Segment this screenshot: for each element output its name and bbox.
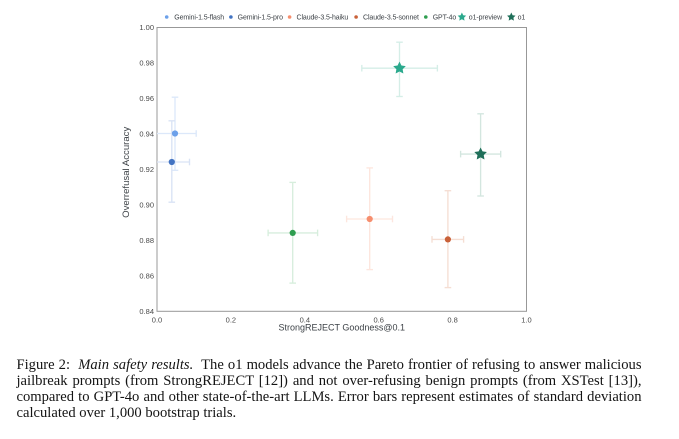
- svg-text:0.98: 0.98: [139, 59, 154, 68]
- svg-text:0.84: 0.84: [139, 307, 154, 316]
- svg-text:0.96: 0.96: [139, 94, 154, 103]
- svg-text:Overrefusal Accuracy: Overrefusal Accuracy: [121, 127, 132, 218]
- svg-text:0.8: 0.8: [447, 315, 457, 324]
- svg-text:StrongREJECT Goodness@0.1: StrongREJECT Goodness@0.1: [278, 323, 405, 333]
- svg-text:0.86: 0.86: [139, 272, 154, 281]
- svg-text:0.2: 0.2: [226, 315, 236, 324]
- svg-text:0.94: 0.94: [139, 130, 154, 139]
- svg-text:Claude-3.5-sonnet: Claude-3.5-sonnet: [363, 15, 419, 22]
- svg-text:0.0: 0.0: [152, 315, 162, 324]
- svg-text:o1-preview: o1-preview: [469, 15, 503, 22]
- svg-text:Claude-3.5-haiku: Claude-3.5-haiku: [297, 15, 349, 22]
- svg-text:0.88: 0.88: [139, 236, 154, 245]
- svg-text:0.6: 0.6: [373, 315, 383, 324]
- svg-text:0.92: 0.92: [139, 165, 154, 174]
- svg-text:0.90: 0.90: [139, 201, 154, 210]
- svg-text:GPT-4o: GPT-4o: [433, 15, 457, 22]
- svg-text:0.4: 0.4: [300, 315, 310, 324]
- svg-text:Gemini-1.5-pro: Gemini-1.5-pro: [238, 15, 283, 22]
- svg-text:1.0: 1.0: [521, 315, 531, 324]
- svg-text:o1: o1: [518, 15, 526, 22]
- svg-text:Gemini-1.5-flash: Gemini-1.5-flash: [174, 15, 224, 22]
- svg-text:1.00: 1.00: [139, 23, 154, 32]
